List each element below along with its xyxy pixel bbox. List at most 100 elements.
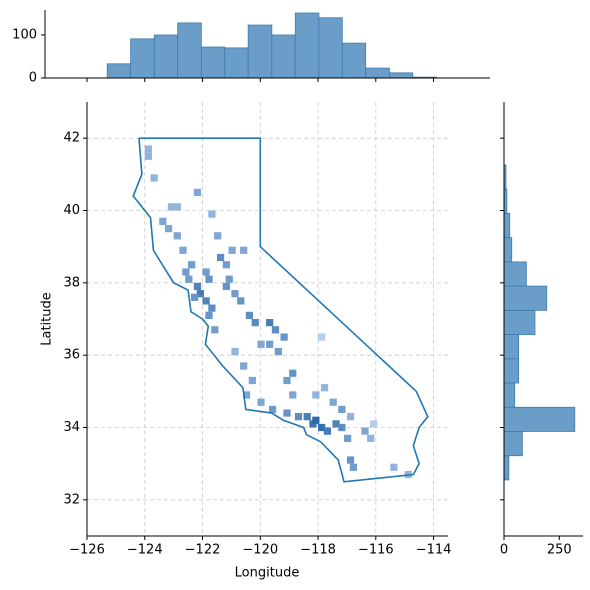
heatmap-cell bbox=[173, 232, 181, 240]
heatmap-cell bbox=[367, 434, 375, 442]
x-tick-label: 250 bbox=[547, 543, 572, 558]
histogram-bar bbox=[503, 261, 527, 287]
x-tick-label: −120 bbox=[242, 543, 278, 558]
heatmap-cell bbox=[303, 413, 311, 421]
heatmap-cell bbox=[237, 297, 245, 305]
heatmap-cell bbox=[211, 326, 219, 334]
heatmap-cell bbox=[320, 384, 329, 392]
heatmap-cell bbox=[185, 275, 193, 283]
heatmap-cell bbox=[361, 427, 369, 435]
histogram-bar bbox=[106, 63, 132, 79]
heatmap-cell bbox=[329, 398, 337, 406]
heatmap-cell bbox=[231, 290, 239, 298]
histogram-bar bbox=[503, 309, 536, 335]
heatmap-cell bbox=[222, 261, 230, 269]
heatmap-cell bbox=[188, 261, 196, 269]
heatmap-cell bbox=[283, 409, 291, 417]
histogram-bar bbox=[503, 334, 520, 360]
histogram-bar bbox=[200, 46, 226, 79]
x-tick-label: 0 bbox=[500, 543, 508, 558]
heatmap-cell bbox=[144, 152, 152, 160]
heatmap-cell bbox=[231, 347, 239, 356]
heatmap-cell bbox=[196, 290, 204, 298]
histogram-bar bbox=[224, 47, 249, 79]
x-tick-label: −118 bbox=[300, 543, 336, 558]
y-tick-label: 42 bbox=[63, 131, 80, 146]
histogram-bar bbox=[503, 406, 576, 432]
heatmap-cell bbox=[190, 293, 199, 301]
histogram-bar bbox=[247, 24, 273, 79]
x-tick-label: −114 bbox=[416, 543, 452, 558]
heatmap-cell bbox=[193, 282, 202, 291]
heatmap-cell bbox=[150, 174, 158, 182]
heatmap-cell bbox=[266, 340, 274, 348]
y-tick-label: 32 bbox=[63, 492, 80, 507]
heatmap-cell bbox=[338, 405, 346, 414]
heatmap-cell bbox=[208, 210, 216, 218]
x-tick-label: −126 bbox=[69, 543, 105, 558]
histogram-bar bbox=[503, 237, 513, 263]
heatmap-cell bbox=[159, 217, 167, 225]
heatmap-cell bbox=[205, 311, 213, 319]
histogram-bar bbox=[130, 38, 155, 79]
heatmap-cell bbox=[312, 416, 320, 424]
histogram-bar bbox=[503, 382, 516, 408]
histogram-bar bbox=[503, 455, 510, 481]
histogram-bar bbox=[294, 12, 320, 79]
heatmap-cell bbox=[370, 420, 378, 428]
y-axis-label: Latitude bbox=[40, 292, 55, 346]
histogram-bar bbox=[153, 34, 179, 79]
heatmap-cell bbox=[228, 246, 236, 254]
histogram-bar bbox=[318, 17, 343, 79]
heatmap-cell bbox=[248, 376, 256, 385]
heatmap-cell bbox=[283, 376, 291, 385]
heatmap-cell bbox=[164, 224, 173, 233]
y-tick-label: 34 bbox=[63, 420, 80, 435]
heatmap-cell bbox=[312, 391, 320, 399]
heatmap-cell bbox=[240, 362, 248, 370]
heatmap-cell bbox=[257, 340, 265, 348]
histogram-bar bbox=[503, 212, 511, 239]
heatmap-cell bbox=[167, 203, 176, 211]
heatmap-cell bbox=[205, 275, 213, 283]
y-tick-label: 100 bbox=[12, 27, 37, 42]
heatmap-cell bbox=[289, 369, 297, 377]
heatmap-cell bbox=[251, 319, 259, 327]
heatmap-cell bbox=[318, 423, 326, 432]
y-tick-label: 36 bbox=[63, 348, 80, 363]
y-tick-label: 38 bbox=[63, 275, 80, 290]
heatmap-cell bbox=[294, 413, 303, 421]
histogram-bar bbox=[503, 285, 548, 311]
y-tick-label: 0 bbox=[29, 71, 37, 86]
heatmap-cell bbox=[271, 326, 280, 334]
x-axis-label: Longitude bbox=[235, 566, 300, 581]
heatmap-cell bbox=[349, 463, 358, 471]
x-tick-label: −124 bbox=[127, 543, 163, 558]
heatmap-cell bbox=[268, 405, 277, 414]
histogram-bar bbox=[388, 72, 414, 79]
heatmap-cell bbox=[323, 427, 332, 435]
heatmap-cell bbox=[240, 246, 248, 254]
heatmap-cell bbox=[289, 391, 297, 399]
x-tick-label: −116 bbox=[358, 543, 394, 558]
heatmap-cell bbox=[346, 413, 355, 421]
heatmap-cell bbox=[216, 253, 225, 262]
heatmap-cell bbox=[193, 188, 202, 197]
heatmap-cell bbox=[242, 391, 251, 399]
y-tick-label: 40 bbox=[63, 203, 80, 218]
heatmap-cell bbox=[266, 319, 274, 327]
heatmap-cell bbox=[225, 275, 233, 283]
heatmap-cell bbox=[173, 203, 181, 211]
heatmap-cell bbox=[144, 145, 152, 153]
heatmap-cell bbox=[344, 434, 352, 442]
heatmap-cell bbox=[202, 268, 210, 276]
heatmap-cell bbox=[338, 423, 346, 432]
heatmap-cell bbox=[214, 232, 222, 240]
heatmap-cell bbox=[208, 304, 216, 312]
heatmap-cell bbox=[332, 420, 340, 428]
heatmap-cell bbox=[182, 268, 190, 276]
heatmap-cell bbox=[346, 456, 355, 464]
histogram-bar bbox=[271, 34, 296, 79]
